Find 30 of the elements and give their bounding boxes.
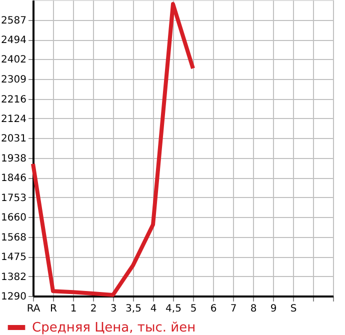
legend-label: Средняя Цена, тыс. йен bbox=[32, 320, 196, 335]
y-tick-label: 1753 bbox=[1, 192, 26, 204]
y-tick-label: 1290 bbox=[1, 292, 26, 302]
y-tick-label: 1382 bbox=[1, 272, 26, 283]
y-tick-label: 2587 bbox=[1, 15, 26, 26]
x-tick-label: 4 bbox=[150, 304, 157, 314]
x-tick-label: 3,5 bbox=[126, 304, 142, 314]
y-tick-label: 1475 bbox=[1, 252, 26, 264]
y-tick-label: 2031 bbox=[1, 134, 26, 145]
x-tick-label: 1 bbox=[70, 304, 77, 314]
x-tick-label: 3 bbox=[110, 304, 117, 314]
y-tick-label: 2494 bbox=[1, 35, 26, 46]
x-tick-label: S bbox=[290, 304, 297, 314]
x-tick-label: 9 bbox=[270, 304, 277, 314]
y-tick-label: 2309 bbox=[1, 74, 26, 86]
y-tick-label: 1846 bbox=[1, 173, 26, 184]
x-tick-label: 2 bbox=[90, 304, 97, 314]
x-tick-label: 5 bbox=[190, 304, 197, 314]
y-tick-label: 2216 bbox=[1, 94, 26, 106]
y-tick-label: 2124 bbox=[1, 114, 26, 125]
x-tick-label: 7 bbox=[230, 304, 237, 314]
x-tick-label: RA bbox=[26, 304, 40, 314]
y-tick-label: 2402 bbox=[1, 54, 26, 66]
x-tick-label: 4,5 bbox=[166, 304, 182, 314]
x-tick-label: 8 bbox=[250, 304, 257, 314]
y-tick-label: 1568 bbox=[1, 232, 26, 244]
x-tick-label: 6 bbox=[210, 304, 217, 314]
x-tick-label: R bbox=[50, 304, 58, 314]
y-tick-label: 1660 bbox=[1, 212, 26, 224]
y-tick-label: 1938 bbox=[1, 154, 26, 165]
